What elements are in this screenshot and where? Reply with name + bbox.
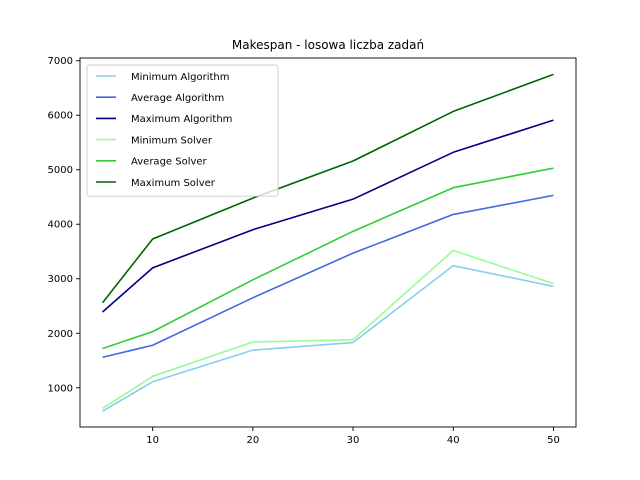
y-tick-label: 3000 bbox=[48, 274, 73, 285]
x-tick-label: 50 bbox=[547, 435, 560, 446]
x-tick-label: 10 bbox=[146, 435, 159, 446]
y-tick-label: 4000 bbox=[48, 220, 73, 231]
y-tick-label: 5000 bbox=[48, 165, 73, 176]
legend-label-6: Maximum Solver bbox=[131, 178, 216, 189]
y-tick-label: 6000 bbox=[48, 111, 73, 122]
plot-frame bbox=[79, 57, 577, 428]
x-tick-label: 30 bbox=[347, 435, 360, 446]
x-tick-label: 40 bbox=[447, 435, 460, 446]
legend-label-3: Maximum Algorithm bbox=[131, 114, 232, 125]
legend-label-1: Minimum Algorithm bbox=[131, 72, 230, 83]
legend-box bbox=[86, 64, 279, 197]
legend-label-4: Minimum Solver bbox=[131, 135, 213, 146]
series-line-1 bbox=[102, 264, 554, 412]
y-tick-label: 1000 bbox=[48, 383, 73, 394]
series-line-5 bbox=[102, 167, 554, 350]
y-tick-label: 2000 bbox=[48, 329, 73, 340]
y-tick-label: 7000 bbox=[48, 56, 73, 67]
series-line-2 bbox=[102, 194, 554, 359]
series-line-4 bbox=[102, 249, 554, 410]
series-line-3 bbox=[102, 119, 554, 313]
x-tick-label: 20 bbox=[246, 435, 259, 446]
legend-label-2: Average Algorithm bbox=[131, 93, 224, 104]
chart-title: Makespan - losowa liczba zadań bbox=[232, 38, 424, 52]
legend-label-5: Average Solver bbox=[131, 157, 208, 168]
series-line-6 bbox=[101, 73, 554, 304]
